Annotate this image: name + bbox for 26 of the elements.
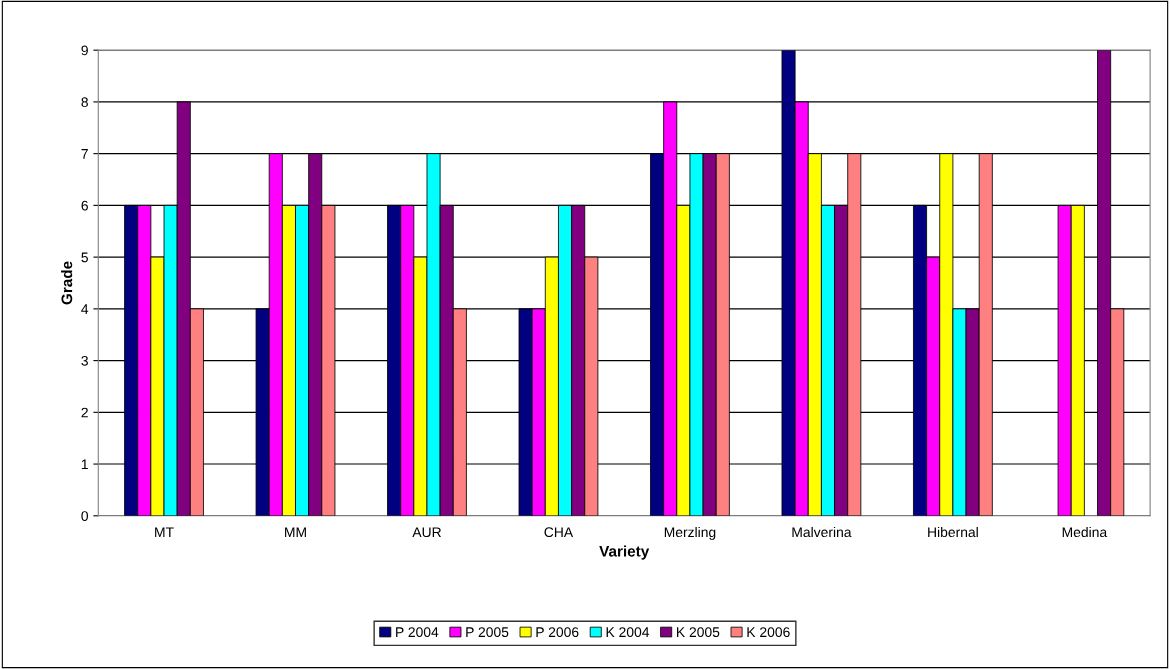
x-tick-label: Merzling xyxy=(664,526,716,540)
x-axis-title: Variety xyxy=(599,545,650,560)
y-tick-label: 2 xyxy=(81,407,88,418)
y-tick-label: 6 xyxy=(81,200,88,211)
x-tick-label: MT xyxy=(155,527,174,537)
x-tick-label: Malverina xyxy=(792,526,852,538)
legend-label: K 2006 xyxy=(747,627,790,638)
legend-label: P 2005 xyxy=(466,627,509,638)
x-tick-label: Hibernal xyxy=(928,526,978,538)
x-tick-label: AUR xyxy=(412,527,441,538)
legend-label: K 2005 xyxy=(677,627,720,638)
legend-label: P 2004 xyxy=(396,627,439,638)
x-tick-label: CHA xyxy=(544,527,574,538)
legend-label: K 2004 xyxy=(606,627,650,638)
y-axis-title: Grade xyxy=(61,261,73,305)
y-tick-label: 1 xyxy=(81,459,88,470)
y-tick-label: 7 xyxy=(81,149,88,159)
y-tick-label: 4 xyxy=(81,304,89,314)
y-tick-label: 3 xyxy=(81,355,88,366)
y-tick-label: 9 xyxy=(81,45,88,56)
y-tick-label: 0 xyxy=(81,511,89,521)
y-tick-label: 8 xyxy=(81,97,88,108)
x-tick-label: MM xyxy=(285,527,306,537)
y-tick-label: 5 xyxy=(81,252,88,263)
x-tick-label: Medina xyxy=(1062,526,1108,538)
legend-label: P 2006 xyxy=(536,627,579,638)
